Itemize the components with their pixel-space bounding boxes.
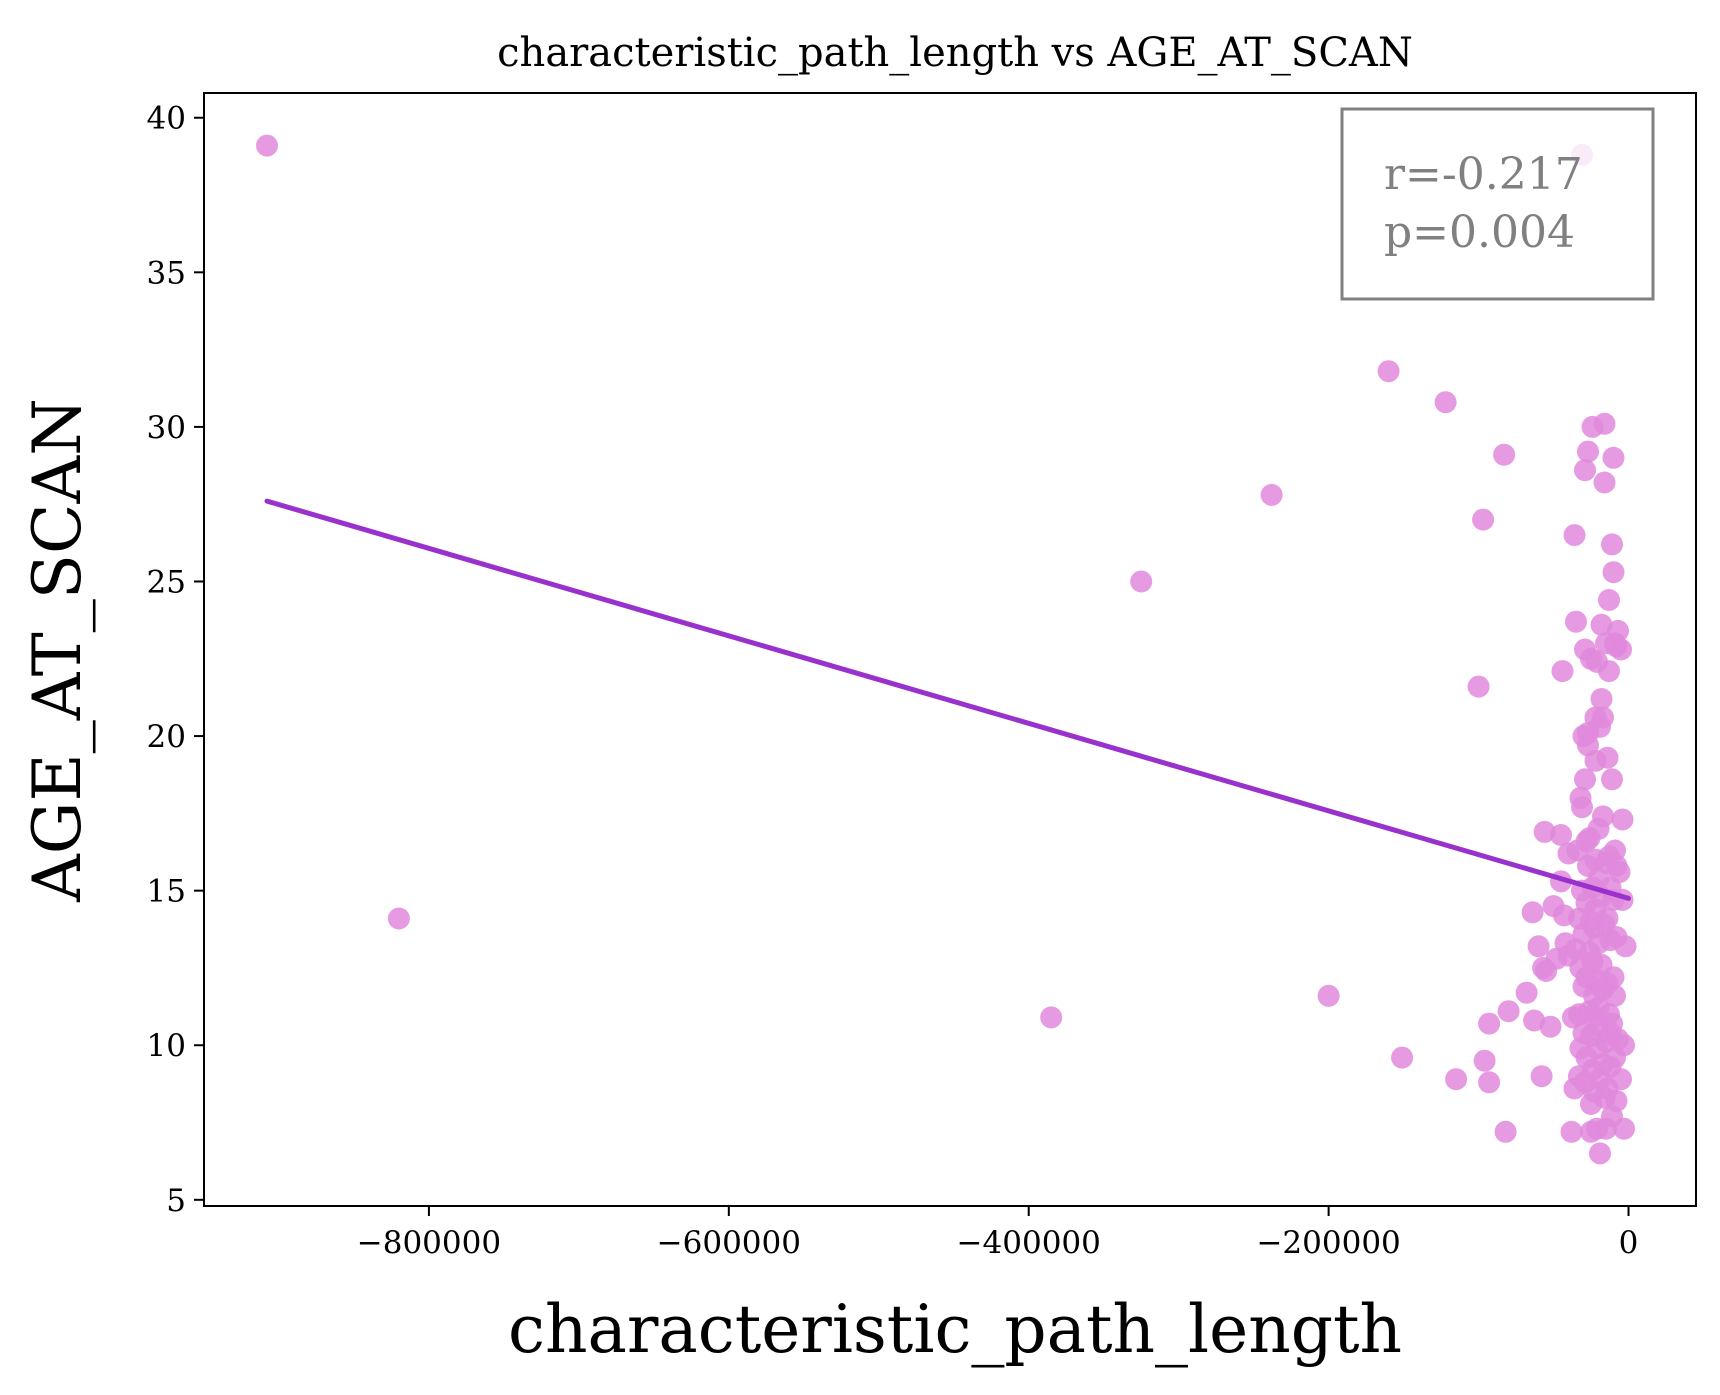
data-point-13 [1478,1071,1501,1094]
data-point-18 [1515,981,1538,1004]
regression-line-group [264,498,1632,901]
data-point-147 [1610,638,1632,661]
data-point-38 [1563,524,1586,547]
data-point-118 [1596,907,1619,930]
x-tick-label: 0 [1619,1225,1639,1261]
x-tick-label: −800000 [357,1225,501,1261]
data-point-116 [1596,746,1619,769]
data-point-153 [1614,935,1637,958]
y-tick-label: 35 [147,255,186,291]
data-point-0 [256,134,278,157]
data-point-58 [1574,768,1596,791]
data-point-40 [1565,610,1587,633]
data-point-101 [1590,688,1613,710]
data-point-152 [1613,1117,1635,1140]
scatter-points [256,134,1637,1165]
data-point-99 [1589,1142,1611,1165]
data-point-7 [1391,1046,1414,1069]
data-point-121 [1598,660,1620,683]
data-point-146 [1608,861,1631,884]
x-tick-label: −600000 [657,1225,801,1261]
data-point-14 [1478,1012,1501,1035]
data-point-19 [1521,901,1544,924]
data-point-2 [1040,1006,1063,1029]
data-point-21 [1527,935,1550,958]
y-tick-label: 25 [147,564,186,600]
data-point-26 [1539,1015,1562,1038]
data-point-4 [1260,483,1283,506]
data-point-132 [1602,561,1625,584]
x-axis-label: characteristic_path_length [508,1291,1402,1368]
regression-line [264,498,1632,901]
y-axis-label: AGE_AT_SCAN [19,398,96,903]
correlation-annotation: r=-0.217 p=0.004 [1340,107,1655,301]
data-point-9 [1445,1068,1468,1091]
data-point-36 [1560,1120,1583,1143]
data-point-134 [1602,966,1625,989]
data-point-29 [1550,824,1572,846]
data-point-10 [1467,675,1490,698]
data-point-12 [1473,1049,1496,1072]
data-point-8 [1434,391,1457,414]
data-point-56 [1574,459,1596,482]
data-point-64 [1577,440,1599,463]
data-point-24 [1533,820,1556,843]
data-point-148 [1610,1068,1632,1091]
x-axis-ticks: −800000 −600000 −400000 −200000 0 [357,1206,1639,1261]
x-tick-label: −400000 [957,1225,1101,1261]
data-point-5 [1317,984,1340,1007]
correlation-annotation-frame [1340,107,1655,301]
data-point-31 [1551,660,1574,683]
data-point-129 [1601,768,1623,791]
data-point-15 [1493,443,1516,466]
x-tick-label: −200000 [1256,1225,1400,1261]
data-point-107 [1592,706,1614,729]
data-point-151 [1613,1034,1635,1057]
data-point-50 [1571,796,1593,819]
data-point-139 [1604,984,1626,1007]
correlation-p-value: p=0.004 [1384,207,1575,258]
data-point-133 [1602,446,1625,469]
y-tick-label: 10 [147,1028,186,1064]
data-point-128 [1601,533,1623,556]
data-point-6 [1377,360,1400,383]
y-tick-label: 15 [147,874,186,910]
data-point-104 [1592,805,1614,828]
data-point-16 [1494,1120,1517,1143]
y-axis-ticks: 5 10 15 20 25 30 35 40 [147,101,204,1219]
data-point-22 [1530,1065,1553,1088]
data-point-144 [1607,619,1629,642]
plot-frame [203,92,1697,1207]
chart-title: characteristic_path_length vs AGE_AT_SCA… [497,30,1413,76]
y-tick-label: 40 [147,101,186,137]
correlation-r-value: r=-0.217 [1384,149,1583,200]
data-point-17 [1497,1000,1520,1023]
y-tick-label: 30 [147,410,186,446]
data-point-3 [1130,570,1153,593]
data-point-1 [387,907,410,930]
data-point-109 [1593,471,1616,494]
data-point-100 [1590,613,1613,636]
data-point-149 [1611,808,1634,831]
data-point-11 [1472,508,1495,531]
y-tick-label: 5 [166,1183,186,1219]
data-point-108 [1593,412,1616,435]
data-point-143 [1605,1089,1628,1112]
y-tick-label: 20 [147,719,186,755]
data-point-120 [1598,589,1620,611]
